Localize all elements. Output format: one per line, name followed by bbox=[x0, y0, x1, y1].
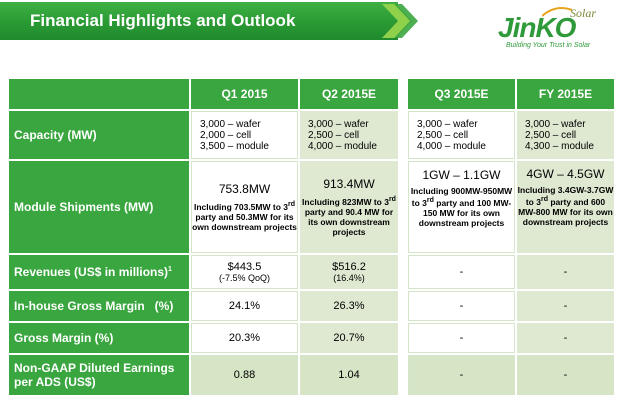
inhouse-gm-q2: 26.3% bbox=[300, 291, 398, 321]
revenues-q2: $516.2 (16.4%) bbox=[300, 255, 398, 289]
shipments-q2: 913.4MW Including 823MW to 3rd party and… bbox=[300, 161, 398, 253]
col-header-q2: Q2 2015E bbox=[300, 79, 398, 109]
eps-q1: 0.88 bbox=[191, 355, 298, 395]
highlights-table: Q1 2015 Q2 2015E Q3 2015E FY 2015E Capac… bbox=[7, 77, 616, 397]
col-header-q1: Q1 2015 bbox=[191, 79, 298, 109]
shipments-q1: 753.8MW Including 703.5MW to 3rd party a… bbox=[191, 161, 298, 253]
revenues-q1: $443.5 (-7.5% QoQ) bbox=[191, 255, 298, 289]
eps-fy: - bbox=[517, 355, 614, 395]
capacity-fy: 3,000 – wafer 2,500 – cell 4,300 – module bbox=[517, 111, 614, 159]
row-label-gross-margin: Gross Margin (%) bbox=[9, 323, 189, 353]
eps-q2: 1.04 bbox=[300, 355, 398, 395]
chevron-right-icon bbox=[382, 4, 418, 38]
header-blank bbox=[9, 79, 189, 109]
gross-margin-q3: - bbox=[408, 323, 515, 353]
inhouse-gm-fy: - bbox=[517, 291, 614, 321]
page-title: Financial Highlights and Outlook bbox=[0, 2, 398, 40]
revenues-q3: - bbox=[408, 255, 515, 289]
swoosh-icon bbox=[542, 7, 572, 17]
eps-q3: - bbox=[408, 355, 515, 395]
capacity-q2: 3,000 – wafer 2,500 – cell 4,000 – module bbox=[300, 111, 398, 159]
capacity-q3: 3,000 – wafer 2,500 – cell 4,000 – module bbox=[408, 111, 515, 159]
logo-solar: Solar bbox=[570, 6, 597, 20]
row-label-eps: Non-GAAP Diluted Earnings per ADS (US$) bbox=[9, 355, 189, 395]
row-label-shipments: Module Shipments (MW) bbox=[9, 161, 189, 253]
row-label-inhouse-gm: In-house Gross Margin (%) bbox=[9, 291, 189, 321]
gross-margin-q1: 20.3% bbox=[191, 323, 298, 353]
revenues-fy: - bbox=[517, 255, 614, 289]
jinko-solar-logo: JinKO Solar Building Your Trust in Solar bbox=[498, 6, 616, 54]
shipments-fy: 4GW – 4.5GW Including 3.4GW-3.7GW to 3rd… bbox=[517, 161, 614, 253]
gross-margin-fy: - bbox=[517, 323, 614, 353]
col-header-fy: FY 2015E bbox=[517, 79, 614, 109]
row-label-capacity: Capacity (MW) bbox=[9, 111, 189, 159]
row-label-revenues: Revenues (US$ in millions)1 bbox=[9, 255, 189, 289]
logo-tagline: Building Your Trust in Solar bbox=[506, 42, 591, 49]
inhouse-gm-q1: 24.1% bbox=[191, 291, 298, 321]
logo-brand: JinKO bbox=[498, 12, 576, 43]
col-header-q3: Q3 2015E bbox=[408, 79, 515, 109]
gross-margin-q2: 20.7% bbox=[300, 323, 398, 353]
capacity-q1: 3,000 – wafer 2,000 – cell 3,500 – module bbox=[191, 111, 298, 159]
shipments-q3: 1GW – 1.1GW Including 900MW-950MW to 3rd… bbox=[408, 161, 515, 253]
inhouse-gm-q3: - bbox=[408, 291, 515, 321]
